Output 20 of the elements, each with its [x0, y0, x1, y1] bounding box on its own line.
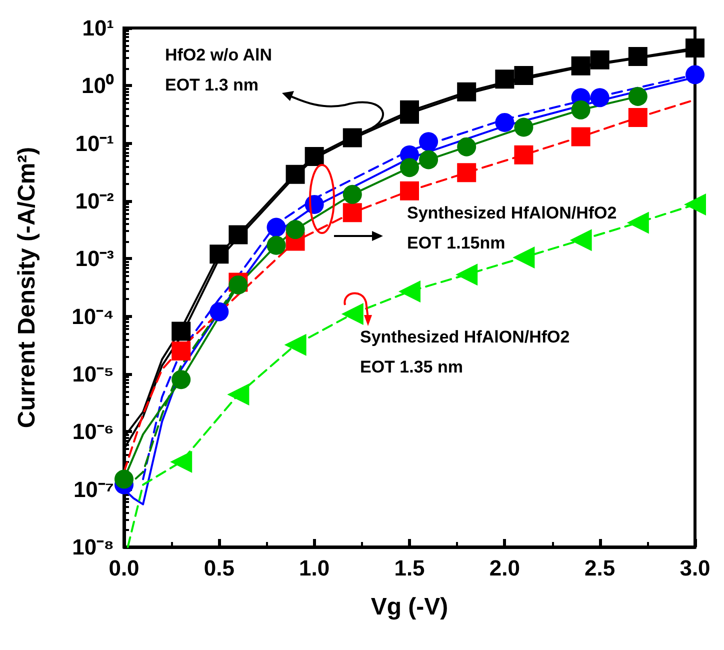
y-tick-label: 10⁰: [82, 73, 114, 98]
x-tick-label: 1.5: [394, 556, 425, 580]
x-tick-label: 0.5: [204, 556, 234, 580]
y-tick-label: 10¹: [82, 16, 114, 40]
x-tick-label: 2.0: [489, 556, 520, 580]
y-axis-title: Current Density (-A/Cm²): [14, 146, 40, 428]
annotation: HfO2 w/o AlN EOT 1.3 nm: [165, 46, 272, 94]
x-axis-title: Vg (-V): [370, 594, 448, 620]
x-tick-label: 3.0: [680, 556, 710, 580]
y-tick-label: 10⁻⁴: [72, 304, 114, 329]
y-tick-label: 10⁻⁶: [72, 419, 114, 444]
y-tick-label: 10⁻³: [75, 246, 114, 272]
x-tick-label: 1.0: [299, 556, 330, 580]
annotation: Synthesized HfAlON/HfO2 EOT 1.35 nm: [360, 328, 570, 376]
x-tick-label: 2.5: [584, 556, 616, 580]
y-tick-label: 10⁻¹: [75, 130, 114, 156]
annotation: Synthesized HfAlON/HfO2 EOT 1.15nm: [407, 204, 617, 252]
y-tick-label: 10⁻⁷: [73, 476, 114, 502]
y-tick-label: 10⁻⁵: [72, 362, 114, 386]
y-tick-label: 10⁻²: [75, 188, 114, 214]
